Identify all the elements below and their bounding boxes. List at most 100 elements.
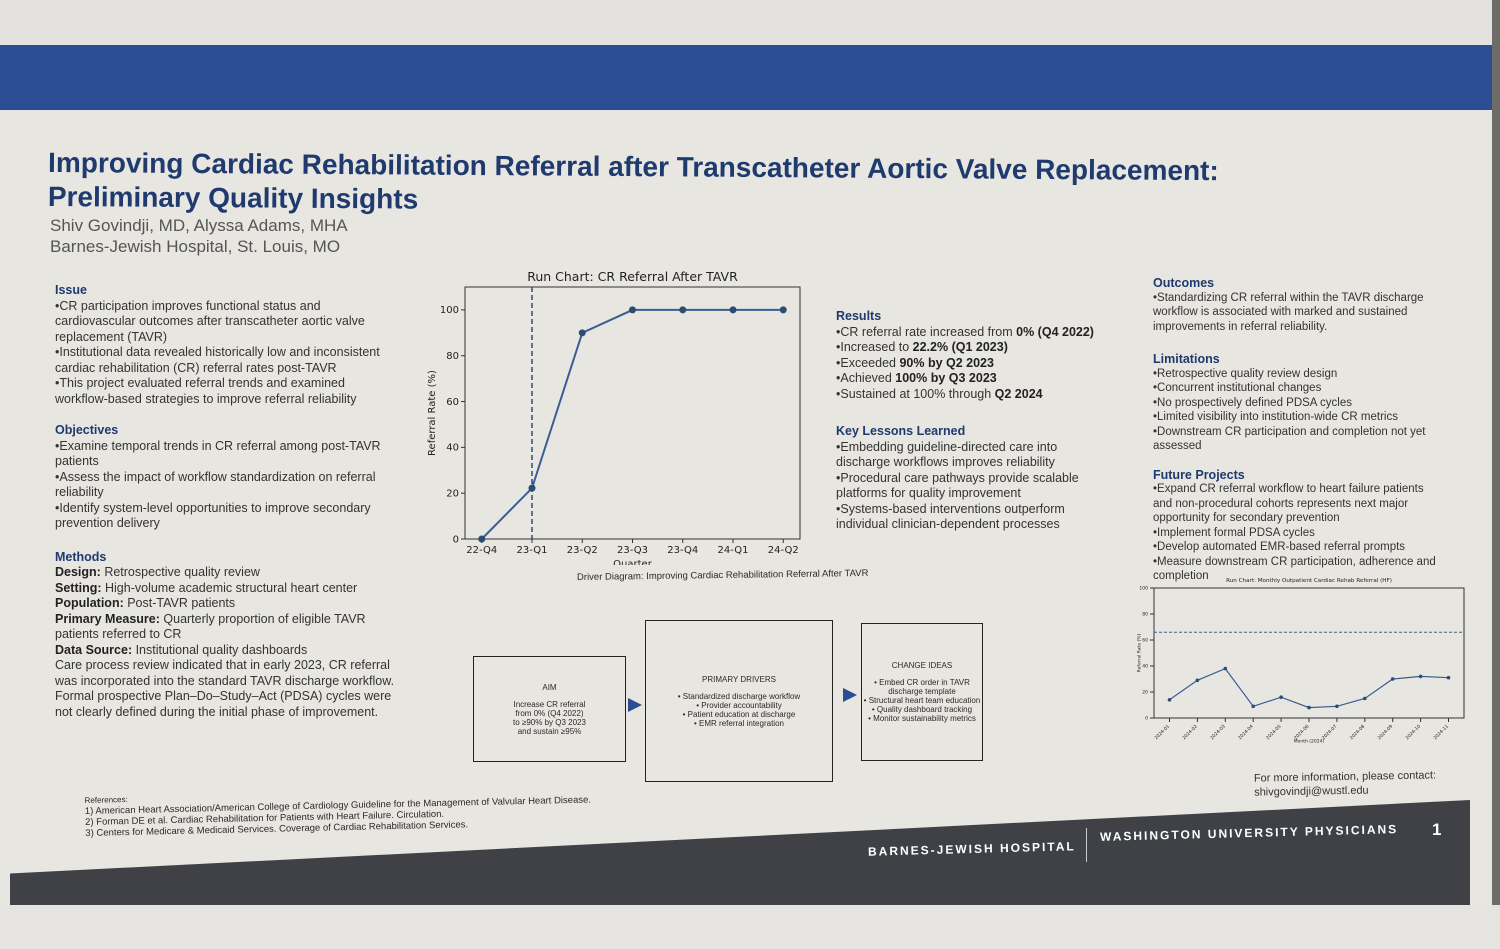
objectives-heading: Objectives <box>55 423 119 437</box>
result-text: •Sustained at 100% through <box>836 386 995 401</box>
data-point <box>1195 678 1200 683</box>
data-point <box>1418 674 1423 679</box>
limitation-item: •No prospectively defined PDSA cycles <box>1153 396 1352 409</box>
idea-item: • Monitor sustainability metrics <box>868 714 976 723</box>
y-axis-label: Referral Rate (%) <box>427 370 438 456</box>
chart-title: Run Chart: CR Referral After TAVR <box>527 269 738 284</box>
limitations-heading: Limitations <box>1153 352 1220 366</box>
methods-value: Quarterly proportion of eligible TAVR pa… <box>55 611 366 642</box>
lesson-item: •Procedural care pathways provide scalab… <box>836 470 1079 501</box>
outcomes-list: •Standardizing CR referral within the TA… <box>1153 291 1443 335</box>
x-tick-label: 23-Q4 <box>667 545 698 556</box>
x-tick-label: 2024-09 <box>1377 724 1395 742</box>
issue-heading: Issue <box>55 283 87 297</box>
y-tick-label: 100 <box>1139 586 1148 592</box>
results-list: •CR referral rate increased from 0% (Q4 … <box>836 325 1096 403</box>
lessons-heading: Key Lessons Learned <box>836 424 966 438</box>
data-point <box>1251 704 1255 709</box>
result-item: •Achieved 100% by Q3 2023 <box>836 371 1096 387</box>
x-tick-label: 2024-04 <box>1237 724 1255 742</box>
objective-item: •Assess the impact of workflow standardi… <box>55 469 376 500</box>
x-tick-label: 2024-01 <box>1153 724 1171 742</box>
lessons-list: •Embedding guideline-directed care into … <box>836 440 1096 533</box>
arrow-icon <box>628 698 642 712</box>
future-item: •Implement formal PDSA cycles <box>1153 526 1315 539</box>
objective-item: •Identify system-level opportunities to … <box>55 500 371 531</box>
data-point <box>1167 698 1172 702</box>
authors: Shiv Govindji, MD, Alyssa Adams, MHA <box>50 216 348 235</box>
result-value: 90% by Q2 2023 <box>899 355 994 370</box>
outcome-item: •Standardizing CR referral within the TA… <box>1153 291 1424 333</box>
aim-line: Increase CR referral <box>513 699 586 709</box>
idea-item: • Embed CR order in TAVR <box>874 678 970 687</box>
data-point <box>779 306 787 314</box>
limitation-item: •Retrospective quality review design <box>1153 367 1338 380</box>
data-point <box>1335 704 1339 709</box>
ideas-heading: CHANGE IDEAS <box>891 661 953 670</box>
methods-item: Setting: High-volume academic structural… <box>55 581 395 597</box>
result-item: •CR referral rate increased from 0% (Q4 … <box>836 325 1096 341</box>
methods-key: Primary Measure: <box>55 611 160 626</box>
issue-item: •CR participation improves functional st… <box>55 298 365 344</box>
y-tick-label: 20 <box>446 489 459 500</box>
y-tick-label: 60 <box>1142 638 1148 644</box>
idea-item: discharge template <box>888 687 956 696</box>
methods-key: Setting: <box>55 580 102 595</box>
y-tick-label: 40 <box>446 443 459 454</box>
x-tick-label: 23-Q3 <box>617 545 648 556</box>
series-line <box>1169 667 1449 709</box>
future-item: •Expand CR referral workflow to heart fa… <box>1153 483 1424 524</box>
methods-item: Data Source: Institutional quality dashb… <box>55 643 395 659</box>
data-point <box>1307 705 1311 710</box>
data-point <box>578 329 586 337</box>
methods-item: Population: Post-TAVR patients <box>55 596 395 612</box>
limitations-list: •Retrospective quality review design •Con… <box>1153 367 1443 454</box>
result-text: •Achieved <box>836 371 896 385</box>
result-value: 22.2% (Q1 2023) <box>912 340 1008 354</box>
x-axis-label: Quarter <box>613 559 653 565</box>
drivers-list: • Standardized discharge workflow • Provi… <box>678 692 800 728</box>
limitation-item: •Limited visibility into institution-wid… <box>1153 411 1398 423</box>
x-tick-label: 23-Q1 <box>517 545 548 556</box>
methods-note: Care process review indicated that in ea… <box>55 658 395 719</box>
x-tick-label: 2024-03 <box>1209 724 1227 742</box>
page-number: 1 <box>1432 820 1444 839</box>
outcomes-heading: Outcomes <box>1153 276 1215 290</box>
result-text: •CR referral rate increased from <box>836 324 1017 339</box>
future-list: •Expand CR referral workflow to heart fa… <box>1153 482 1443 584</box>
y-tick-label: 80 <box>446 351 459 362</box>
aim-line: from 0% (Q4 2022) <box>515 708 584 718</box>
y-axis-label: Referral Rate (%) <box>1137 633 1143 672</box>
authors-block: Shiv Govindji, MD, Alyssa Adams, MHA Bar… <box>50 215 348 257</box>
series-line <box>481 308 784 540</box>
y-tick-label: 80 <box>1142 612 1148 618</box>
limitation-item: •Downstream CR participation and complet… <box>1153 425 1426 453</box>
methods-key: Population: <box>55 596 124 610</box>
data-point <box>1446 675 1451 680</box>
left-column: Issue •CR participation improves functio… <box>55 283 395 720</box>
arrow-icon <box>843 688 857 702</box>
header-band <box>0 45 1492 110</box>
x-tick-label: 2024-08 <box>1349 724 1367 742</box>
methods-key: Data Source: <box>55 642 133 657</box>
methods-value: Retrospective quality review <box>100 565 260 579</box>
methods-item: Primary Measure: Quarterly proportion of… <box>55 612 395 643</box>
data-point <box>1390 677 1395 681</box>
result-item: •Increased to 22.2% (Q1 2023) <box>836 340 1096 356</box>
poster-title: Improving Cardiac Rehabilitation Referra… <box>48 146 1219 222</box>
aim-line: and sustain ≥95% <box>517 726 582 736</box>
methods-value: High-volume academic structural heart ce… <box>101 580 358 595</box>
ideas-list: • Embed CR order in TAVR discharge templa… <box>864 678 981 723</box>
y-tick-label: 20 <box>1142 690 1148 696</box>
contact-block: For more information, please contact: sh… <box>1254 768 1437 799</box>
x-tick-label: 23-Q2 <box>567 545 598 556</box>
issue-item: •This project evaluated referral trends … <box>55 376 357 406</box>
x-tick-label: 2024-05 <box>1265 724 1283 742</box>
wall <box>0 0 1500 45</box>
y-tick-label: 0 <box>1145 716 1148 722</box>
data-point <box>729 306 737 314</box>
aim-heading: AIM <box>542 682 557 692</box>
x-tick-label: 2024-10 <box>1404 724 1422 742</box>
data-point <box>1223 666 1228 671</box>
change-ideas-box: CHANGE IDEAS • Embed CR order in TAVR dis… <box>861 623 983 761</box>
